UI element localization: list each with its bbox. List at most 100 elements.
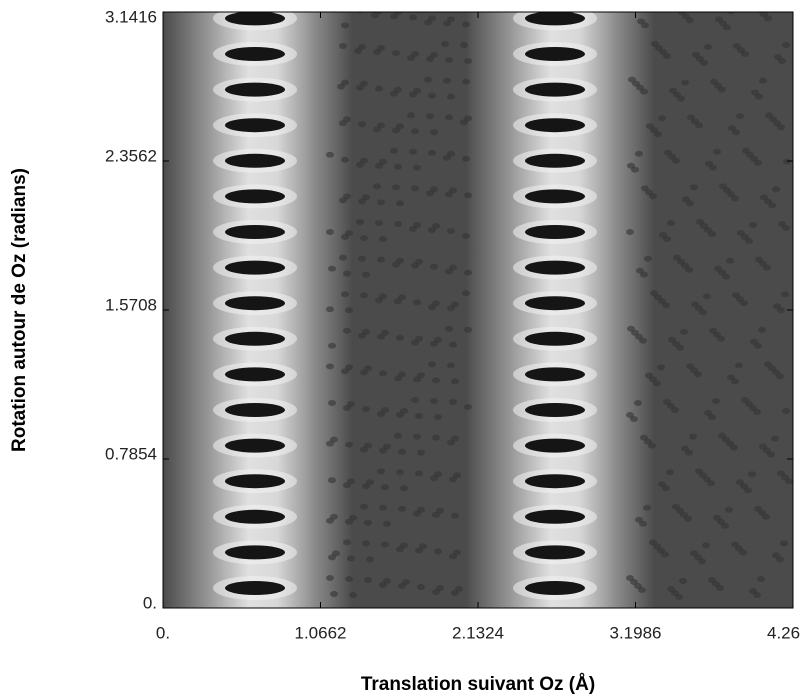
texture-speck <box>360 503 368 510</box>
texture-speck <box>377 122 385 129</box>
texture-speck <box>345 230 353 236</box>
texture-speck <box>409 14 417 21</box>
texture-speck <box>417 506 425 513</box>
texture-speck <box>417 449 425 456</box>
texture-speck <box>415 470 423 477</box>
texture-speck <box>417 584 425 590</box>
texture-speck <box>732 129 740 136</box>
texture-blob <box>225 82 285 97</box>
texture-speck <box>464 115 472 122</box>
texture-speck <box>748 471 756 478</box>
y-tick-label: 1.5708 <box>105 295 157 314</box>
texture-speck <box>345 364 353 371</box>
texture-speck <box>326 306 334 313</box>
texture-speck <box>396 469 404 476</box>
texture-speck <box>730 444 738 451</box>
texture-speck <box>434 471 442 478</box>
texture-speck <box>458 5 466 11</box>
texture-speck <box>379 370 387 377</box>
texture-blob <box>225 296 285 311</box>
texture-blob <box>225 153 285 168</box>
texture-speck <box>364 365 372 372</box>
texture-speck <box>430 263 438 270</box>
texture-blob <box>225 12 285 26</box>
texture-speck <box>364 519 372 526</box>
texture-speck <box>375 220 383 226</box>
texture-speck <box>362 328 370 335</box>
texture-speck <box>409 148 417 155</box>
texture-speck <box>400 485 408 492</box>
texture-speck <box>453 549 461 556</box>
texture-blob <box>225 260 285 275</box>
texture-speck <box>667 220 675 226</box>
texture-speck <box>718 86 726 93</box>
texture-blob <box>225 581 285 595</box>
texture-speck <box>451 378 459 385</box>
texture-speck <box>445 325 453 332</box>
texture-speck <box>690 184 698 191</box>
texture-speck <box>676 344 684 351</box>
texture-speck <box>362 271 370 278</box>
texture-speck <box>358 44 366 50</box>
texture-speck <box>430 186 438 193</box>
texture-speck <box>332 550 340 557</box>
texture-speck <box>398 505 406 512</box>
texture-speck <box>415 413 423 419</box>
texture-speck <box>341 79 349 86</box>
texture-speck <box>641 22 649 29</box>
texture-speck <box>377 45 385 51</box>
texture-speck <box>400 408 408 414</box>
texture-speck <box>398 371 406 378</box>
texture-speck <box>704 44 712 50</box>
texture-speck <box>339 254 347 261</box>
texture-speck <box>430 129 438 136</box>
texture-speck <box>362 406 370 412</box>
texture-speck <box>330 436 338 443</box>
texture-speck <box>360 292 368 299</box>
texture-blob <box>525 47 585 61</box>
texture-speck <box>677 95 685 102</box>
texture-speck <box>392 50 400 56</box>
texture-blob <box>525 225 585 239</box>
texture-speck <box>390 147 398 154</box>
texture-speck <box>727 12 735 15</box>
texture-blob <box>225 438 285 453</box>
texture-blob <box>225 47 285 61</box>
texture-speck <box>349 592 357 598</box>
texture-speck <box>366 479 374 486</box>
texture-speck <box>686 17 694 24</box>
texture-speck <box>347 401 355 407</box>
texture-speck <box>695 122 703 129</box>
texture-speck <box>685 449 693 456</box>
texture-speck <box>464 192 472 199</box>
texture-speck <box>383 520 391 527</box>
texture-blob <box>225 367 285 382</box>
texture-blob <box>525 367 585 382</box>
texture-blob <box>525 82 585 97</box>
texture-speck <box>762 513 770 520</box>
texture-speck <box>778 58 786 64</box>
texture-speck <box>449 187 457 194</box>
texture-blob <box>225 545 285 560</box>
texture-speck <box>639 520 647 527</box>
texture-speck <box>447 362 455 369</box>
texture-speck <box>358 255 366 262</box>
texture-speck <box>663 236 671 242</box>
texture-speck <box>432 223 440 229</box>
texture-speck <box>381 541 389 548</box>
texture-speck <box>398 294 406 301</box>
texture-speck <box>753 592 761 598</box>
texture-speck <box>339 43 347 49</box>
texture-blob <box>525 153 585 168</box>
x-tick-label: 0. <box>156 623 170 642</box>
texture-speck <box>736 113 744 120</box>
texture-speck <box>377 256 385 263</box>
texture-speck <box>462 233 470 239</box>
texture-speck <box>758 326 766 333</box>
texture-speck <box>671 407 679 413</box>
texture-speck <box>638 587 646 593</box>
texture-speck <box>648 442 656 449</box>
texture-speck <box>782 408 790 414</box>
texture-speck <box>453 472 461 479</box>
